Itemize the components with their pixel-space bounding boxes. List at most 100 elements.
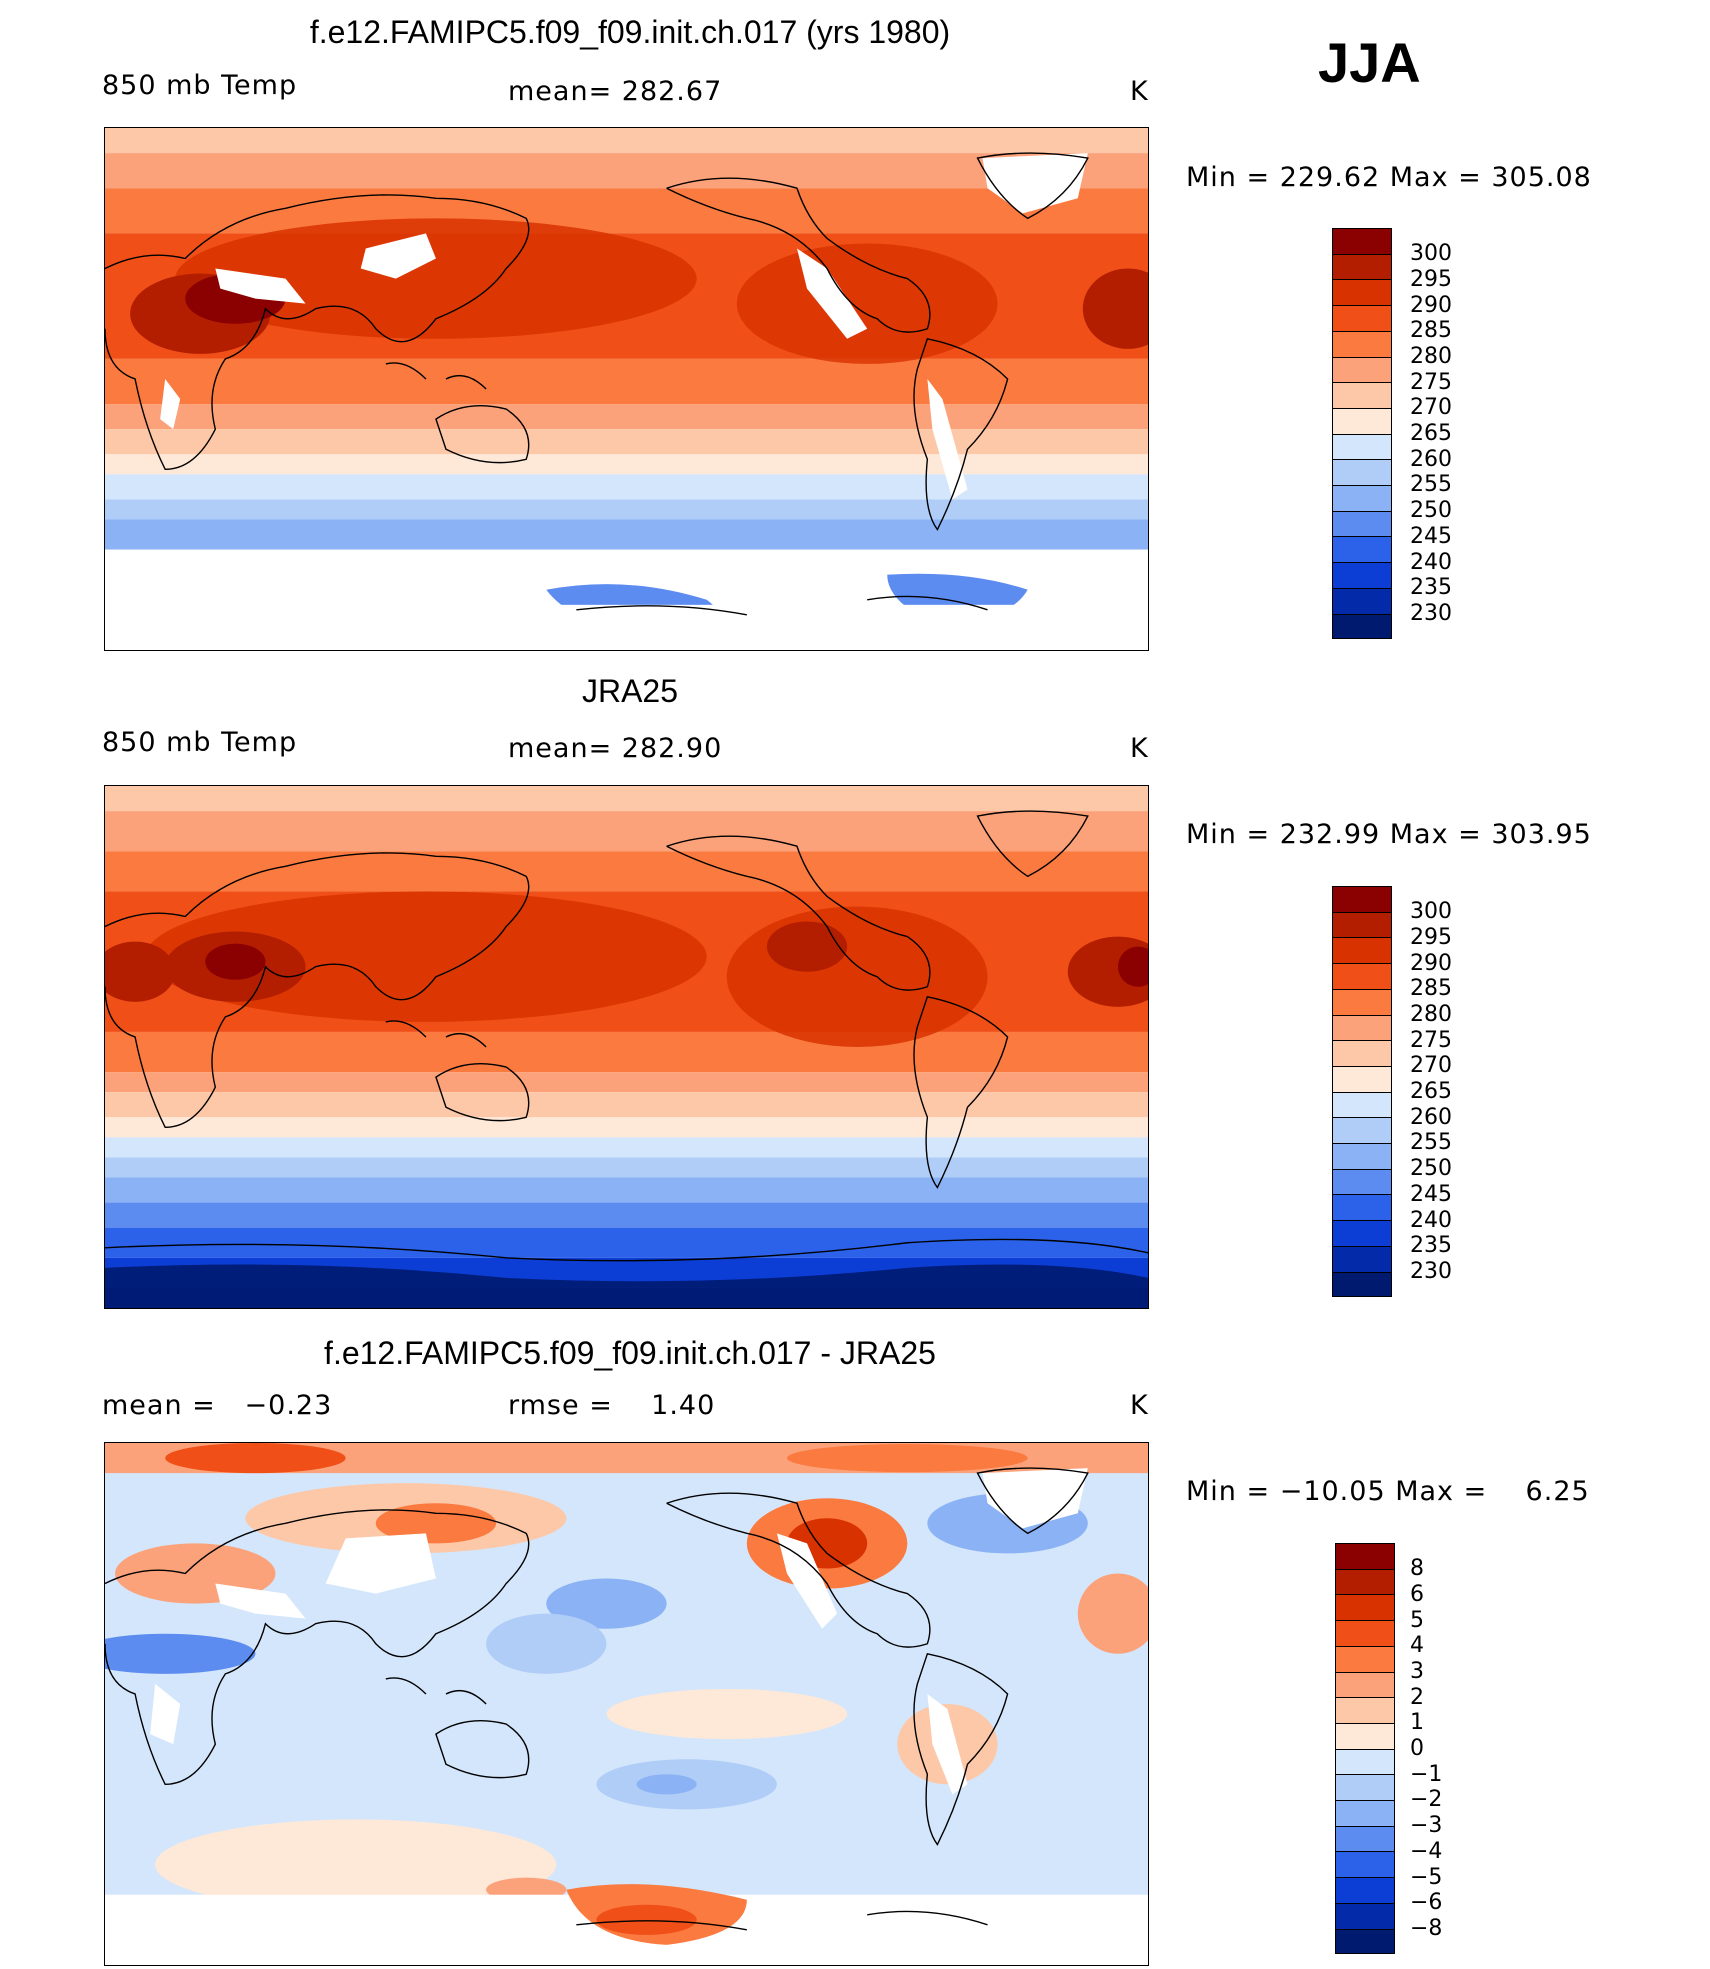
colorbar-label: 5: [1410, 1608, 1424, 1633]
mean-label: mean= 282.90: [508, 733, 723, 764]
panel-title: f.e12.FAMIPC5.f09_f09.init.ch.017 - JRA2…: [324, 1335, 936, 1371]
units-label: K: [1130, 733, 1149, 764]
colorbar-swatch: [1332, 536, 1392, 563]
colorbar-label: −8: [1410, 1916, 1443, 1941]
colorbar-label: 240: [1410, 1208, 1452, 1233]
colorbar-swatch: [1332, 613, 1392, 639]
colorbar-swatch: [1332, 937, 1392, 964]
colorbar-swatch: [1335, 1928, 1395, 1954]
colorbar-swatch: [1332, 1271, 1392, 1297]
colorbar-swatch: [1335, 1851, 1395, 1878]
colorbar-label: 255: [1410, 1130, 1452, 1155]
colorbar-swatch: [1332, 228, 1392, 254]
mean-label: mean = −0.23: [102, 1390, 333, 1421]
colorbar-label: 300: [1410, 241, 1452, 266]
colorbar-label: −3: [1410, 1813, 1443, 1838]
colorbar-label: −4: [1410, 1839, 1443, 1864]
season-label: JJA: [1318, 31, 1421, 94]
colorbar-swatch: [1332, 1220, 1392, 1247]
colorbar-label: −1: [1410, 1762, 1443, 1787]
colorbar-swatch: [1335, 1902, 1395, 1929]
colorbar-swatch: [1335, 1800, 1395, 1826]
colorbar-swatch: [1332, 1245, 1392, 1272]
colorbar-label: 295: [1410, 267, 1452, 292]
colorbar-swatch: [1335, 1774, 1395, 1801]
colorbar-swatch: [1335, 1620, 1395, 1647]
map-diff: [104, 1442, 1149, 1966]
panel-title: JRA25: [581, 673, 679, 709]
colorbar-label: 275: [1410, 370, 1452, 395]
colorbar-swatch: [1332, 886, 1392, 912]
colorbar-swatch: [1335, 1645, 1395, 1672]
colorbar-label: 260: [1410, 1105, 1452, 1130]
minmax-label: Min = −10.05 Max = 6.25: [1186, 1476, 1590, 1507]
colorbar-label: 270: [1410, 1053, 1452, 1078]
colorbar-obs: [1332, 886, 1392, 1297]
colorbar-label: −6: [1410, 1890, 1443, 1915]
colorbar-swatch: [1332, 911, 1392, 938]
colorbar-label: 245: [1410, 524, 1452, 549]
colorbar-label: 240: [1410, 550, 1452, 575]
colorbar-label: 8: [1410, 1556, 1424, 1581]
units-label: K: [1130, 76, 1149, 107]
colorbar-diff: [1335, 1543, 1395, 1954]
colorbar-label: 230: [1410, 601, 1452, 626]
colorbar-swatch: [1335, 1697, 1395, 1724]
colorbar-swatch: [1332, 1040, 1392, 1067]
colorbar-label: 6: [1410, 1582, 1424, 1607]
mean-label: mean= 282.67: [508, 76, 723, 107]
colorbar-swatch: [1332, 330, 1392, 357]
units-label: K: [1130, 1390, 1149, 1421]
colorbar-label: −5: [1410, 1865, 1443, 1890]
colorbar-label: −2: [1410, 1787, 1443, 1812]
colorbar-swatch: [1335, 1825, 1395, 1852]
colorbar-swatch: [1335, 1722, 1395, 1749]
colorbar-swatch: [1332, 305, 1392, 332]
colorbar-swatch: [1332, 1168, 1392, 1195]
colorbar-label: 285: [1410, 318, 1452, 343]
map-model-graphic: [105, 128, 1148, 650]
minmax-label: Min = 232.99 Max = 303.95: [1186, 819, 1592, 850]
map-obs-graphic: [105, 786, 1148, 1308]
colorbar-swatch: [1332, 587, 1392, 614]
variable-label: 850 mb Temp: [102, 727, 298, 758]
colorbar-swatch: [1332, 1194, 1392, 1221]
colorbar-swatch: [1332, 963, 1392, 990]
colorbar-label: 1: [1410, 1710, 1424, 1735]
colorbar-label: 3: [1410, 1659, 1424, 1684]
map-obs: [104, 785, 1149, 1309]
colorbar-label: 275: [1410, 1028, 1452, 1053]
colorbar-label: 245: [1410, 1182, 1452, 1207]
colorbar-swatch: [1332, 1091, 1392, 1118]
colorbar-swatch: [1335, 1543, 1395, 1569]
minmax-label: Min = 229.62 Max = 305.08: [1186, 162, 1592, 193]
colorbar-label: 295: [1410, 925, 1452, 950]
colorbar-label: 0: [1410, 1736, 1424, 1761]
colorbar-label: 235: [1410, 575, 1452, 600]
colorbar-swatch: [1332, 1117, 1392, 1144]
colorbar-label: 260: [1410, 447, 1452, 472]
colorbar-swatch: [1332, 1143, 1392, 1169]
colorbar-swatch: [1332, 1065, 1392, 1092]
map-model: [104, 127, 1149, 651]
colorbar-label: 255: [1410, 472, 1452, 497]
colorbar-label: 230: [1410, 1259, 1452, 1284]
colorbar-model: [1332, 228, 1392, 639]
colorbar-swatch: [1332, 279, 1392, 306]
colorbar-label: 2: [1410, 1685, 1424, 1710]
map-diff-graphic: [105, 1443, 1148, 1965]
colorbar-swatch: [1332, 356, 1392, 383]
colorbar-swatch: [1332, 485, 1392, 511]
colorbar-swatch: [1332, 382, 1392, 409]
colorbar-label: 250: [1410, 498, 1452, 523]
colorbar-swatch: [1335, 1568, 1395, 1595]
colorbar-swatch: [1332, 562, 1392, 589]
rmse-label: rmse = 1.40: [508, 1390, 716, 1421]
colorbar-label: 300: [1410, 899, 1452, 924]
colorbar-label: 235: [1410, 1233, 1452, 1258]
colorbar-swatch: [1335, 1594, 1395, 1621]
colorbar-swatch: [1332, 459, 1392, 486]
colorbar-swatch: [1335, 1748, 1395, 1775]
colorbar-label: 290: [1410, 951, 1452, 976]
colorbar-label: 4: [1410, 1633, 1424, 1658]
